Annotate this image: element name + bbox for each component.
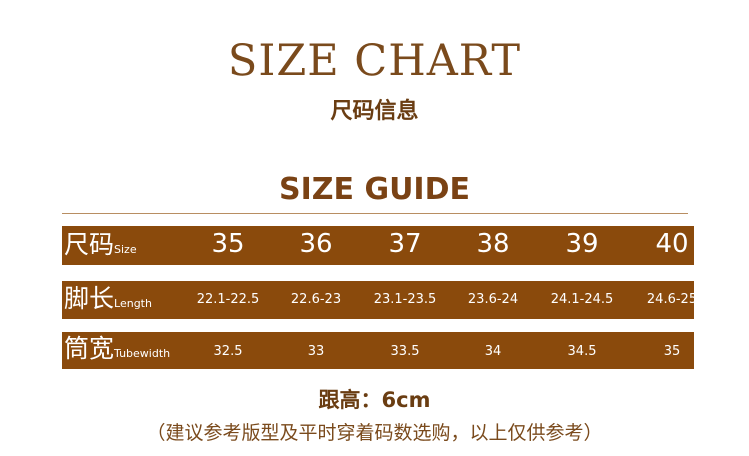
row-value: 35 bbox=[663, 344, 681, 359]
row-value: 33.5 bbox=[390, 344, 420, 359]
row-label: 脚长Length bbox=[64, 279, 152, 315]
row-label-en: Size bbox=[114, 243, 137, 256]
row-value: 22.1-22.5 bbox=[196, 292, 260, 307]
size-row: 脚长Length 22.1-22.5 22.6-23 23.1-23.5 23.6-24… bbox=[62, 279, 698, 319]
row-value: 24.6-25 bbox=[646, 292, 698, 307]
row-value: 38 bbox=[476, 229, 510, 259]
size-note: （建议参考版型及平时穿着码数选购，以上仅供参考） bbox=[146, 422, 603, 444]
page-subtitle: 尺码信息 bbox=[330, 99, 419, 124]
row-value: 39 bbox=[565, 229, 599, 259]
page-title: SIZE CHART bbox=[227, 36, 522, 86]
row-label-en: Tubewidth bbox=[114, 347, 171, 360]
row-label: 尺码Size bbox=[64, 225, 137, 261]
row-label-cn: 尺码 bbox=[64, 230, 115, 259]
row-value: 23.6-24 bbox=[467, 292, 519, 307]
row-value: 37 bbox=[388, 229, 422, 259]
divider bbox=[62, 213, 688, 214]
row-value: 33 bbox=[307, 344, 325, 359]
row-value: 23.1-23.5 bbox=[373, 292, 437, 307]
row-value: 34.5 bbox=[567, 344, 597, 359]
size-row: 尺码Size 35 36 37 38 39 40 bbox=[62, 226, 694, 265]
row-value: 40 bbox=[655, 229, 689, 259]
row-label-cn: 筒宽 bbox=[64, 334, 115, 363]
row-value: 32.5 bbox=[213, 344, 243, 359]
size-row: 筒宽Tubewidth 32.5 33 33.5 34 34.5 35 bbox=[62, 332, 694, 369]
row-label-cn: 脚长 bbox=[64, 284, 115, 313]
row-value: 36 bbox=[299, 229, 333, 259]
row-value: 24.1-24.5 bbox=[550, 292, 614, 307]
heel-height: 跟高：6cm bbox=[318, 388, 431, 412]
row-value: 34 bbox=[484, 344, 502, 359]
row-label-en: Length bbox=[114, 297, 152, 310]
row-value: 22.6-23 bbox=[290, 292, 342, 307]
size-guide-heading: SIZE GUIDE bbox=[278, 172, 470, 207]
row-label: 筒宽Tubewidth bbox=[64, 329, 170, 365]
row-value: 35 bbox=[211, 229, 245, 259]
